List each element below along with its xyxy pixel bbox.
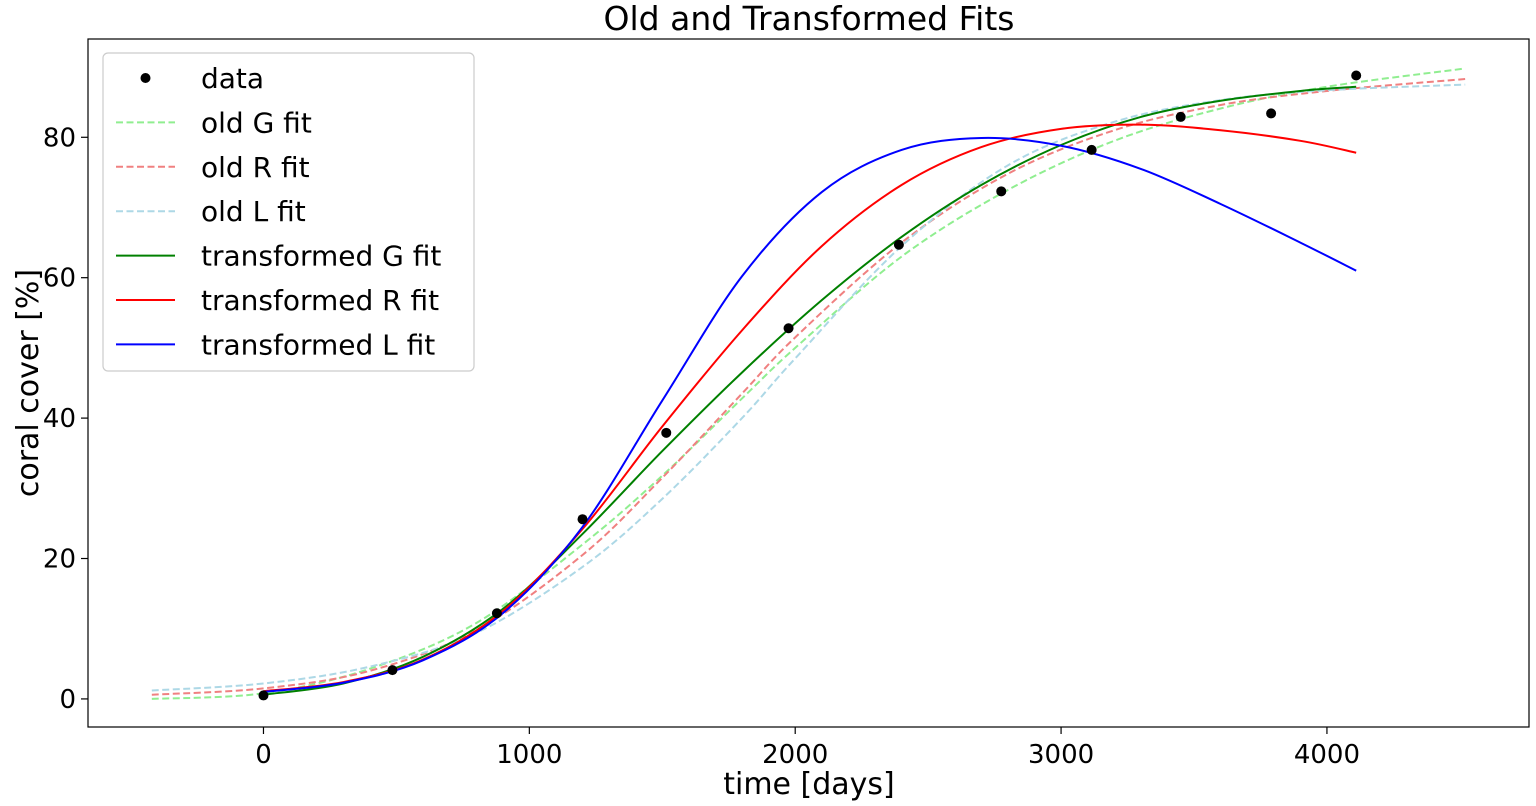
x-tick-label: 0 bbox=[255, 740, 272, 770]
legend-label: old R fit bbox=[201, 151, 310, 184]
plot-area bbox=[151, 67, 1466, 701]
series-line-transformed-g-fit bbox=[263, 85, 1357, 696]
y-tick-label: 60 bbox=[43, 264, 76, 294]
data-point bbox=[1086, 144, 1097, 155]
y-tick-label: 40 bbox=[43, 404, 76, 434]
legend-label: old G fit bbox=[201, 106, 312, 139]
x-axis-label: time [days] bbox=[723, 767, 895, 802]
y-tick-label: 80 bbox=[43, 123, 76, 153]
legend-item-transformed-r-fit: transformed R fit bbox=[116, 284, 439, 317]
x-tick-label: 1000 bbox=[496, 740, 562, 770]
legend-item-data: data bbox=[140, 62, 264, 95]
data-point bbox=[258, 690, 269, 701]
legend-label: old L fit bbox=[201, 195, 306, 228]
y-tick-label: 20 bbox=[43, 545, 76, 575]
y-axis-label: coral cover [%] bbox=[11, 269, 46, 497]
legend-item-old-g-fit: old G fit bbox=[116, 106, 312, 139]
data-point bbox=[996, 186, 1007, 197]
series-line-transformed-r-fit bbox=[263, 123, 1357, 693]
x-tick-label: 3000 bbox=[1028, 740, 1094, 770]
x-tick-label: 2000 bbox=[762, 740, 828, 770]
series-line-transformed-l-fit bbox=[263, 136, 1357, 693]
legend-box bbox=[102, 52, 475, 372]
legend-item-transformed-l-fit: transformed L fit bbox=[116, 328, 435, 361]
legend-item-old-l-fit: old L fit bbox=[116, 195, 306, 228]
series-line-old-r-fit bbox=[151, 78, 1466, 696]
y-tick-label: 0 bbox=[59, 685, 76, 715]
legend: data old G fit old R fit old L fit transform… bbox=[102, 52, 475, 372]
data-point bbox=[1266, 108, 1277, 119]
data-point bbox=[1175, 111, 1186, 122]
legend-item-old-r-fit: old R fit bbox=[116, 151, 310, 184]
data-point bbox=[661, 427, 672, 438]
x-tick-label: 4000 bbox=[1294, 740, 1360, 770]
legend-label: transformed L fit bbox=[201, 328, 435, 361]
data-point bbox=[1351, 70, 1362, 81]
data-point bbox=[491, 608, 502, 619]
legend-label: data bbox=[201, 62, 264, 95]
legend-label: transformed G fit bbox=[201, 240, 441, 273]
legend-item-transformed-g-fit: transformed G fit bbox=[116, 240, 441, 273]
legend-label: transformed R fit bbox=[201, 284, 439, 317]
data-point bbox=[783, 323, 794, 334]
data-point bbox=[387, 665, 398, 676]
chart-title: Old and Transformed Fits bbox=[604, 0, 1015, 38]
data-point bbox=[893, 239, 904, 250]
data-point bbox=[577, 514, 588, 525]
x-axis: 0 1000 2000 3000 4000 bbox=[255, 727, 1360, 770]
y-axis: 0 20 40 60 80 bbox=[43, 123, 88, 715]
legend-marker bbox=[140, 73, 151, 83]
plot-frame bbox=[87, 38, 1530, 728]
